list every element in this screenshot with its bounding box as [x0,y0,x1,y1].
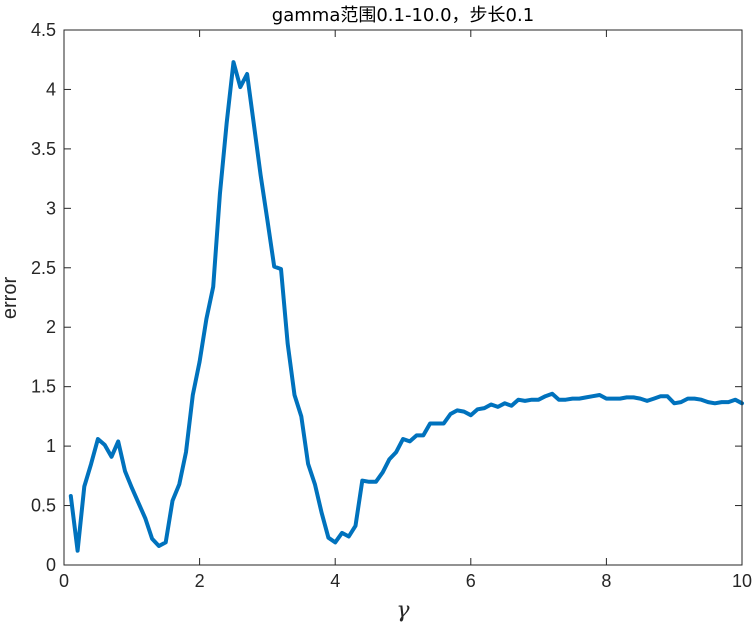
y-tick-label: 0 [46,555,56,575]
y-tick-label: 3 [46,198,56,218]
x-tick-label: 0 [59,571,69,591]
y-tick-label: 4 [46,79,56,99]
plot-background [64,30,742,565]
y-tick-label: 1.5 [31,377,56,397]
x-tick-label: 8 [601,571,611,591]
x-tick-label: 10 [732,571,752,591]
chart-title: gamma范围0.1-10.0，步长0.1 [272,5,534,26]
y-axis-ticks: 0 0.5 1 1.5 2 2.5 3 3.5 4 4.5 [31,20,742,575]
y-axis-label: error [0,277,21,320]
x-axis-label: γ [396,598,410,623]
y-tick-label: 4.5 [31,20,56,40]
x-tick-label: 4 [330,571,340,591]
y-tick-label: 2.5 [31,258,56,278]
y-tick-label: 1 [46,436,56,456]
error-series-line [68,60,744,553]
y-tick-label: 0.5 [31,496,56,516]
y-tick-label: 2 [46,317,56,337]
x-tick-label: 6 [466,571,476,591]
y-tick-label: 3.5 [31,139,56,159]
x-tick-label: 2 [195,571,205,591]
plot-frame [63,29,743,566]
